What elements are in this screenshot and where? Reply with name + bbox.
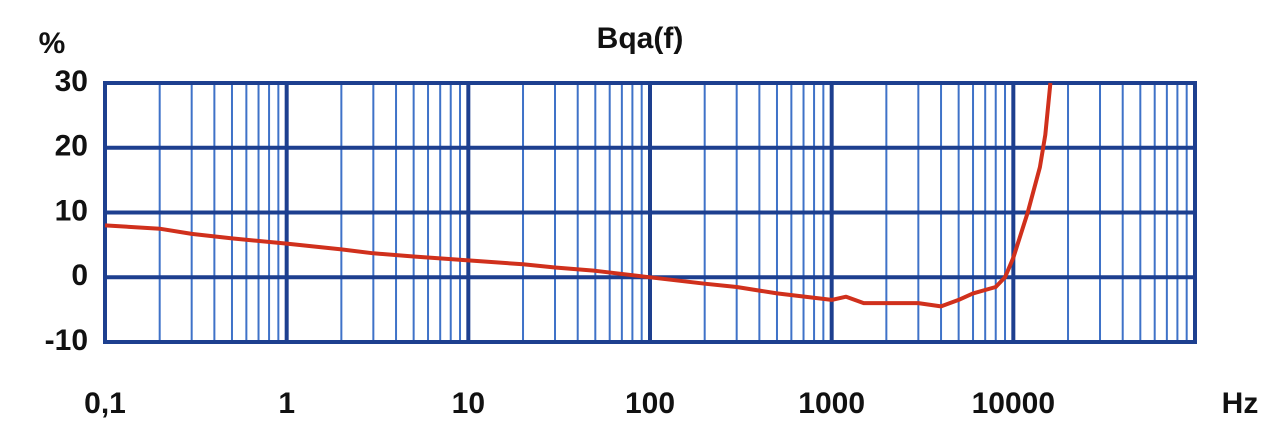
- chart-title: Bqa(f): [597, 22, 684, 55]
- x-tick-label: 1000: [798, 387, 865, 420]
- x-tick-label: 10000: [972, 387, 1055, 420]
- x-tick-label: 100: [625, 387, 675, 420]
- data-line: [104, 82, 1053, 309]
- x-tick-label: 0,1: [84, 387, 126, 420]
- y-tick-label: 20: [55, 130, 88, 163]
- y-tick-label: 10: [55, 194, 88, 227]
- plot-frame: [103, 81, 1197, 344]
- x-axis-label: Hz: [1222, 387, 1259, 420]
- x-tick-label: 10: [452, 387, 485, 420]
- y-axis-label: %: [39, 27, 66, 60]
- y-tick-label: -10: [45, 324, 88, 357]
- y-tick-label: 0: [71, 259, 88, 292]
- x-tick-label: 1: [278, 387, 295, 420]
- y-tick-label: 30: [55, 65, 88, 98]
